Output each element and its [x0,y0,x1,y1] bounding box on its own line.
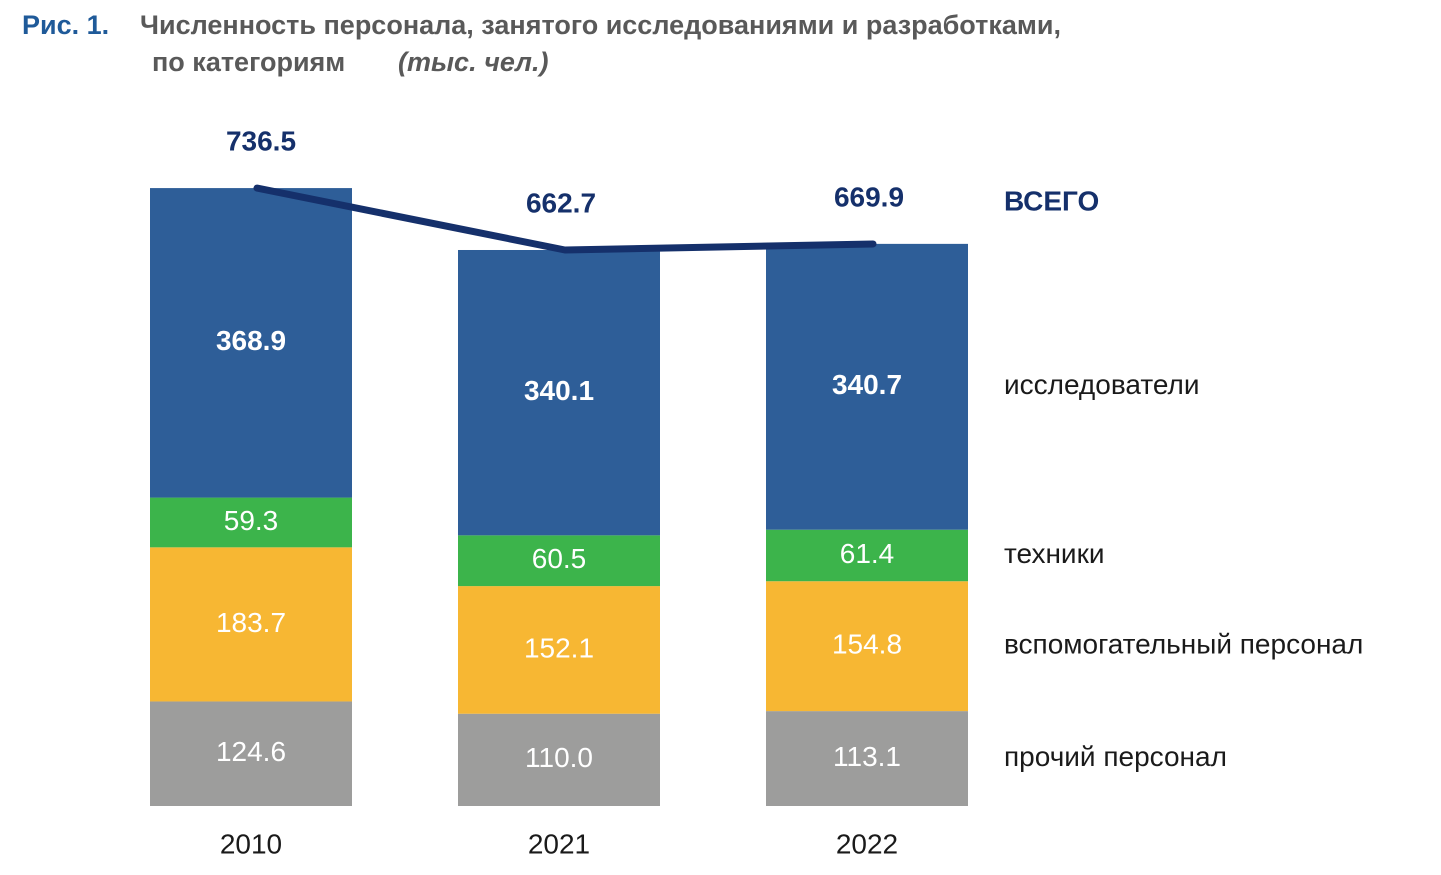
total-label: 662.7 [526,187,596,218]
x-tick-label: 2021 [528,828,590,859]
legend-label: вспомогательный персонал [1004,629,1363,660]
total-label: 736.5 [226,125,296,156]
figure-label: Рис. 1. [22,10,109,40]
data-label: 61.4 [840,538,895,569]
data-label: 110.0 [525,742,593,773]
chart-unit: (тыс. чел.) [398,47,548,77]
bar-segment [766,581,968,712]
bar-segment [766,243,968,530]
x-tick-label: 2010 [220,828,282,859]
bar-segment [766,711,968,806]
bar-segment [766,529,968,582]
chart-title: Численность персонала, занятого исследов… [140,10,1061,40]
total-line [253,184,877,254]
data-label: 59.3 [224,505,279,536]
legend-label: ВСЕГО [1004,185,1099,216]
total-label: 669.9 [834,181,904,212]
legend-label: техники [1004,538,1104,569]
data-label: 368.9 [216,325,286,356]
bar-segment [150,701,352,806]
bar-segment [458,586,660,714]
legend-label: прочий персонал [1004,741,1227,772]
data-label: 60.5 [532,543,587,574]
x-tick-label: 2022 [836,828,898,859]
data-label: 340.7 [832,369,902,400]
bar-segment [150,188,352,498]
data-label: 152.1 [524,632,594,663]
data-label: 113.1 [833,741,901,772]
data-label: 124.6 [216,736,286,767]
bar-segment [150,497,352,548]
chart-title: по категориям [152,47,345,77]
bar-segment [150,547,352,702]
bar-segment [458,249,660,536]
legend-label: исследователи [1004,369,1200,400]
bar-segment [458,713,660,806]
bar-segment [458,535,660,587]
data-label: 340.1 [524,375,594,406]
data-label: 154.8 [832,629,902,660]
data-label: 183.7 [216,607,286,638]
